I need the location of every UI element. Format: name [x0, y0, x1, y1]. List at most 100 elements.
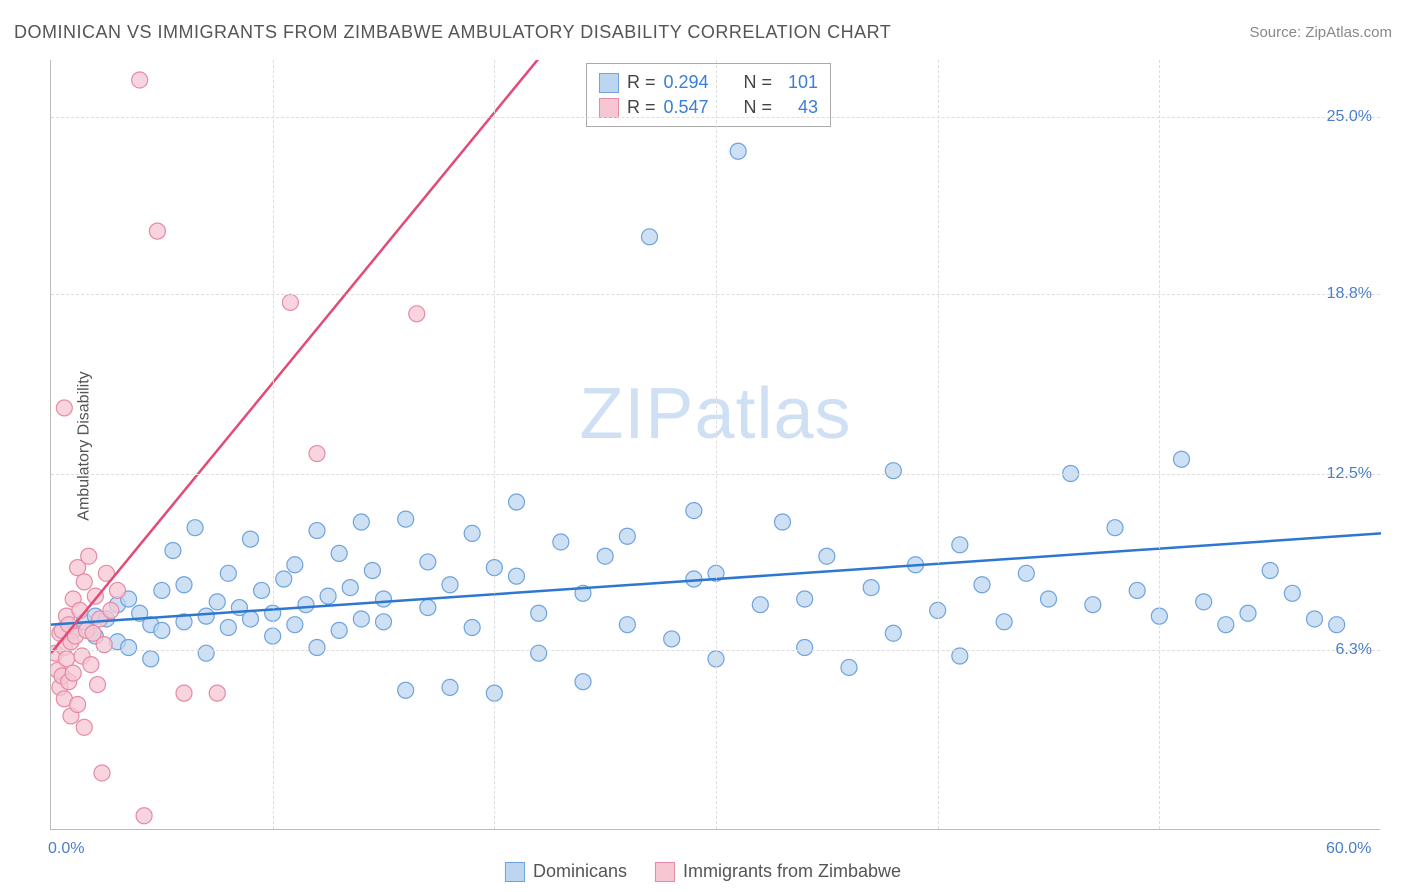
- data-point: [1307, 611, 1323, 627]
- n-value: 101: [780, 72, 818, 93]
- data-point: [309, 446, 325, 462]
- data-point: [59, 651, 75, 667]
- data-point: [276, 571, 292, 587]
- data-point: [56, 400, 72, 416]
- stats-row: R = 0.294 N = 101: [599, 70, 818, 95]
- data-point: [619, 617, 635, 633]
- data-point: [398, 511, 414, 527]
- data-point: [364, 562, 380, 578]
- gridline-v: [716, 60, 717, 829]
- data-point: [165, 543, 181, 559]
- data-point: [309, 639, 325, 655]
- data-point: [331, 622, 347, 638]
- data-point: [464, 620, 480, 636]
- data-point: [1196, 594, 1212, 610]
- series-swatch: [599, 98, 619, 118]
- data-point: [83, 657, 99, 673]
- data-point: [1240, 605, 1256, 621]
- legend-label: Dominicans: [533, 861, 627, 882]
- data-point: [376, 614, 392, 630]
- data-point: [209, 685, 225, 701]
- data-point: [420, 554, 436, 570]
- data-point: [531, 645, 547, 661]
- data-point: [996, 614, 1012, 630]
- data-point: [220, 620, 236, 636]
- data-point: [619, 528, 635, 544]
- data-point: [90, 677, 106, 693]
- y-tick-label: 25.0%: [1327, 108, 1372, 126]
- series-swatch: [599, 73, 619, 93]
- data-point: [442, 679, 458, 695]
- data-point: [442, 577, 458, 593]
- title-bar: DOMINICAN VS IMMIGRANTS FROM ZIMBABWE AM…: [14, 18, 1392, 46]
- gridline-v: [938, 60, 939, 829]
- data-point: [376, 591, 392, 607]
- source-label: Source: ZipAtlas.com: [1249, 24, 1392, 41]
- data-point: [76, 719, 92, 735]
- data-point: [132, 72, 148, 88]
- data-point: [187, 520, 203, 536]
- data-point: [409, 306, 425, 322]
- data-point: [1041, 591, 1057, 607]
- r-value: 0.294: [664, 72, 718, 93]
- data-point: [642, 229, 658, 245]
- gridline-v: [494, 60, 495, 829]
- data-point: [863, 580, 879, 596]
- data-point: [254, 582, 270, 598]
- bottom-legend: Dominicans Immigrants from Zimbabwe: [505, 861, 901, 882]
- data-point: [282, 294, 298, 310]
- r-label: R =: [627, 72, 656, 93]
- data-point: [1174, 451, 1190, 467]
- data-point: [287, 617, 303, 633]
- data-point: [198, 645, 214, 661]
- gridline-v: [1159, 60, 1160, 829]
- data-point: [309, 523, 325, 539]
- data-point: [121, 639, 137, 655]
- x-tick-label: 0.0%: [48, 840, 84, 858]
- data-point: [841, 659, 857, 675]
- y-tick-label: 12.5%: [1327, 465, 1372, 483]
- x-tick-label: 60.0%: [1326, 840, 1371, 858]
- data-point: [1218, 617, 1234, 633]
- legend-item: Immigrants from Zimbabwe: [655, 861, 901, 882]
- data-point: [1129, 582, 1145, 598]
- data-point: [136, 808, 152, 824]
- data-point: [819, 548, 835, 564]
- data-point: [154, 622, 170, 638]
- data-point: [464, 525, 480, 541]
- data-point: [76, 574, 92, 590]
- plot-area: ZIPatlas R =0.294 N =101R =0.547 N =43 6…: [50, 60, 1380, 830]
- data-point: [1262, 562, 1278, 578]
- legend-item: Dominicans: [505, 861, 627, 882]
- data-point: [730, 143, 746, 159]
- data-point: [398, 682, 414, 698]
- data-point: [952, 537, 968, 553]
- legend-label: Immigrants from Zimbabwe: [683, 861, 901, 882]
- correlation-chart: DOMINICAN VS IMMIGRANTS FROM ZIMBABWE AM…: [0, 0, 1406, 892]
- n-label: N =: [744, 72, 773, 93]
- data-point: [287, 557, 303, 573]
- data-point: [94, 765, 110, 781]
- trend-line: [51, 60, 561, 653]
- data-point: [553, 534, 569, 550]
- r-value: 0.547: [664, 97, 718, 118]
- data-point: [797, 591, 813, 607]
- r-label: R =: [627, 97, 656, 118]
- data-point: [509, 494, 525, 510]
- data-point: [331, 545, 347, 561]
- y-tick-label: 18.8%: [1327, 285, 1372, 303]
- data-point: [110, 582, 126, 598]
- data-point: [797, 639, 813, 655]
- data-point: [65, 665, 81, 681]
- series-swatch: [505, 862, 525, 882]
- data-point: [154, 582, 170, 598]
- data-point: [509, 568, 525, 584]
- data-point: [1085, 597, 1101, 613]
- data-point: [320, 588, 336, 604]
- data-point: [664, 631, 680, 647]
- n-label: N =: [744, 97, 773, 118]
- data-point: [353, 514, 369, 530]
- chart-title: DOMINICAN VS IMMIGRANTS FROM ZIMBABWE AM…: [14, 22, 891, 43]
- data-point: [1018, 565, 1034, 581]
- data-point: [198, 608, 214, 624]
